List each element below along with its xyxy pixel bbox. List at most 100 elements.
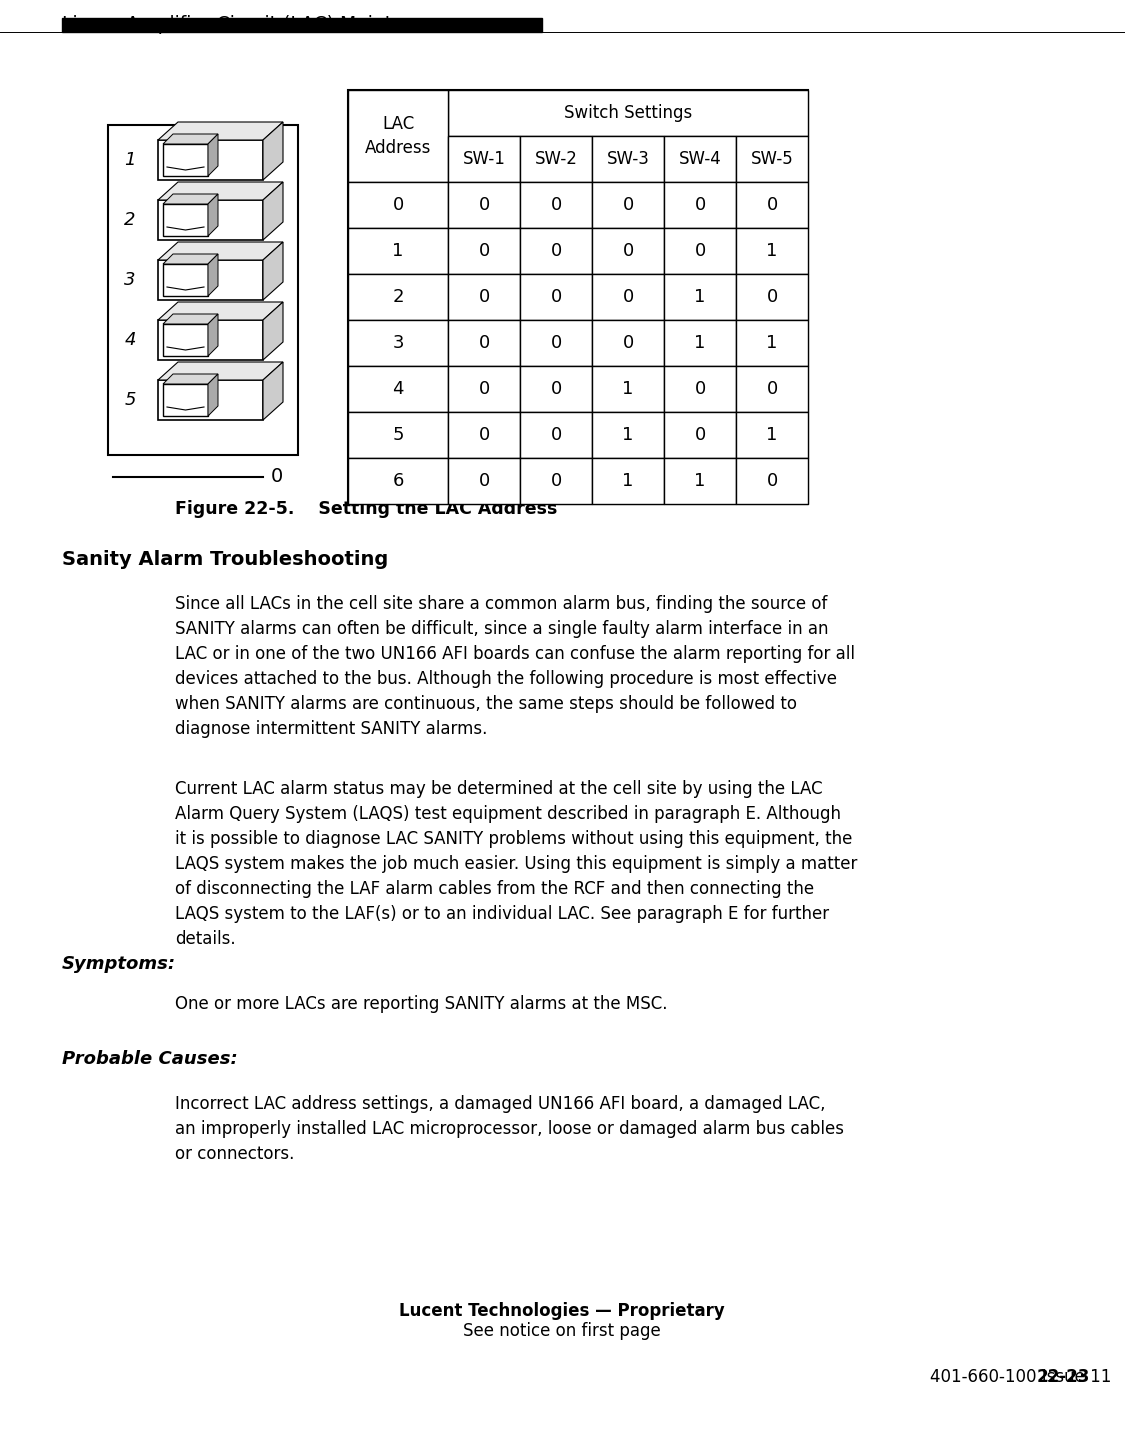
Polygon shape [208,375,218,416]
Bar [158,380,263,420]
Polygon shape [158,302,284,320]
Text: 0: 0 [478,472,489,490]
Bar [520,182,592,227]
Polygon shape [158,182,284,200]
Text: 0: 0 [478,287,489,306]
Text: 0: 0 [766,287,777,306]
Bar [736,366,808,412]
Text: 0: 0 [550,196,561,214]
Bar [448,136,520,182]
Text: 1: 1 [694,472,705,490]
Bar [62,19,542,31]
Bar [448,227,520,275]
Text: Linear Amplifier Circuit (LAC) Maintenance: Linear Amplifier Circuit (LAC) Maintenan… [62,14,460,34]
Bar [448,275,520,320]
Text: 0: 0 [478,196,489,214]
Text: 1: 1 [393,242,404,260]
Bar [592,320,664,366]
Text: 1: 1 [694,335,705,352]
Bar [163,144,208,176]
Bar [520,136,592,182]
Text: 0: 0 [550,426,561,443]
Text: 6: 6 [393,472,404,490]
Text: 0: 0 [478,426,489,443]
Polygon shape [163,315,218,325]
Polygon shape [263,242,284,300]
Bar [520,227,592,275]
Text: 0: 0 [694,380,705,398]
Text: 0: 0 [550,472,561,490]
Text: One or more LACs are reporting SANITY alarms at the MSC.: One or more LACs are reporting SANITY al… [176,995,667,1012]
Text: 1: 1 [622,426,633,443]
Text: 0: 0 [622,335,633,352]
Bar [664,275,736,320]
Polygon shape [208,255,218,296]
Bar [448,182,520,227]
Bar [348,275,448,320]
Polygon shape [263,182,284,240]
Text: 5: 5 [124,390,136,409]
Bar [348,182,448,227]
Text: Sanity Alarm Troubleshooting: Sanity Alarm Troubleshooting [62,551,388,569]
Polygon shape [263,122,284,180]
Polygon shape [263,302,284,360]
Text: SW-5: SW-5 [750,150,793,167]
Text: 3: 3 [124,272,136,289]
Bar [520,366,592,412]
Bar [348,90,808,503]
Polygon shape [208,315,218,356]
Polygon shape [208,134,218,176]
Bar [736,412,808,458]
Text: 22-23: 22-23 [1036,1369,1090,1386]
Bar [736,227,808,275]
Bar [158,260,263,300]
Bar [348,366,448,412]
Text: Symptoms:: Symptoms: [62,955,177,972]
Text: Figure 22-5.    Setting the LAC Address: Figure 22-5. Setting the LAC Address [176,500,557,518]
Bar [520,412,592,458]
Text: 1: 1 [766,426,777,443]
Bar [163,325,208,356]
Text: 1: 1 [694,287,705,306]
Text: See notice on first page: See notice on first page [464,1321,660,1340]
Bar [520,275,592,320]
Bar [448,412,520,458]
Bar [448,366,520,412]
Bar [520,458,592,503]
Text: 1: 1 [766,335,777,352]
Bar [158,200,263,240]
Text: SW-3: SW-3 [606,150,649,167]
Text: SW-4: SW-4 [678,150,721,167]
Polygon shape [158,122,284,140]
Text: 0: 0 [550,287,561,306]
Text: Probable Causes:: Probable Causes: [62,1050,237,1068]
Text: 2: 2 [124,212,136,229]
Bar [592,275,664,320]
Text: 0: 0 [622,242,633,260]
Bar [592,182,664,227]
Text: Current LAC alarm status may be determined at the cell site by using the LAC
Ala: Current LAC alarm status may be determin… [176,779,857,948]
Bar [664,366,736,412]
Bar [348,227,448,275]
Bar [448,320,520,366]
Bar [158,140,263,180]
Text: 0: 0 [622,287,633,306]
Text: Incorrect LAC address settings, a damaged UN166 AFI board, a damaged LAC,
an imp: Incorrect LAC address settings, a damage… [176,1095,844,1163]
Text: Lucent Technologies — Proprietary: Lucent Technologies — Proprietary [399,1301,724,1320]
Text: SW-2: SW-2 [534,150,577,167]
Text: 1: 1 [622,380,633,398]
Text: 401-660-100 Issue 11    August 2000: 401-660-100 Issue 11 August 2000 [930,1369,1125,1386]
Bar [664,320,736,366]
Text: 0: 0 [694,242,705,260]
Bar [664,182,736,227]
Bar [163,265,208,296]
Bar [348,458,448,503]
Bar [592,458,664,503]
Polygon shape [163,375,218,385]
Bar [664,136,736,182]
Polygon shape [263,362,284,420]
Bar [348,412,448,458]
Text: 0: 0 [694,196,705,214]
Bar [348,90,448,182]
Text: 0: 0 [622,196,633,214]
